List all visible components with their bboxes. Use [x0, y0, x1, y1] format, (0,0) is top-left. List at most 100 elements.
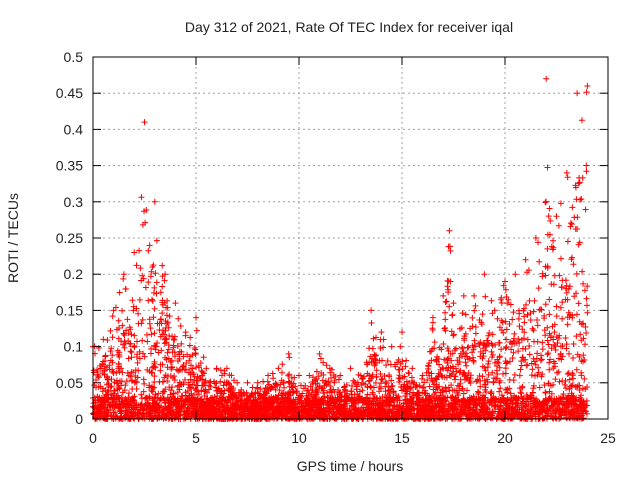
- data-point: [436, 361, 443, 368]
- data-point: [542, 389, 549, 396]
- data-point: [472, 341, 479, 348]
- data-point: [498, 299, 505, 306]
- y-tick-label: 0.05: [56, 375, 83, 391]
- data-point: [569, 375, 576, 382]
- data-point: [281, 384, 288, 391]
- data-point: [373, 394, 380, 401]
- data-point: [108, 376, 115, 383]
- data-point: [519, 383, 526, 390]
- data-point: [419, 375, 426, 382]
- data-point: [335, 376, 342, 383]
- data-point: [471, 307, 478, 314]
- data-point: [583, 330, 590, 337]
- data-point: [101, 367, 108, 374]
- data-point: [573, 270, 580, 277]
- data-point: [159, 310, 166, 317]
- data-point: [545, 380, 552, 387]
- data-point: [264, 378, 271, 385]
- data-point: [544, 351, 551, 358]
- y-tick-label: 0.2: [64, 266, 84, 282]
- data-point: [554, 339, 561, 346]
- data-point: [557, 343, 564, 350]
- data-point: [442, 299, 449, 306]
- data-point: [115, 392, 122, 399]
- data-point: [249, 384, 256, 391]
- data-point: [109, 334, 116, 341]
- data-point: [534, 317, 541, 324]
- data-point: [542, 301, 549, 308]
- data-point: [332, 373, 339, 380]
- data-point: [477, 339, 484, 346]
- data-point: [136, 348, 143, 355]
- data-point: [122, 285, 129, 292]
- x-tick-label: 25: [600, 430, 616, 446]
- data-point: [109, 313, 116, 320]
- data-point: [560, 391, 567, 398]
- data-point: [492, 341, 499, 348]
- data-point: [562, 334, 569, 341]
- data-point: [559, 299, 566, 306]
- data-point: [455, 361, 462, 368]
- data-point: [180, 353, 187, 360]
- data-point: [446, 227, 453, 234]
- data-point: [581, 357, 588, 364]
- data-point: [528, 372, 535, 379]
- data-point: [496, 354, 503, 361]
- data-series-roti: [90, 75, 591, 422]
- data-point: [168, 387, 175, 394]
- data-point: [120, 275, 127, 282]
- data-point: [347, 365, 354, 372]
- data-point: [566, 386, 573, 393]
- data-point: [469, 342, 476, 349]
- data-point: [557, 200, 564, 207]
- y-tick-label: 0.45: [56, 85, 83, 101]
- data-point: [545, 341, 552, 348]
- data-point: [498, 392, 505, 399]
- data-point: [152, 270, 159, 277]
- data-point: [575, 300, 582, 307]
- data-point: [463, 350, 470, 357]
- data-point: [488, 348, 495, 355]
- data-point: [131, 344, 138, 351]
- data-point: [581, 375, 588, 382]
- data-point: [174, 343, 181, 350]
- data-point: [346, 406, 353, 413]
- data-point: [105, 387, 112, 394]
- data-point: [583, 162, 590, 169]
- data-point: [583, 168, 590, 175]
- data-point: [426, 383, 433, 390]
- data-point: [377, 370, 384, 377]
- data-point: [172, 353, 179, 360]
- data-point: [530, 327, 537, 334]
- data-point: [535, 369, 542, 376]
- data-point: [558, 255, 565, 262]
- data-point: [517, 366, 524, 373]
- data-point: [174, 389, 181, 396]
- data-point: [584, 309, 591, 316]
- data-point: [502, 370, 509, 377]
- data-point: [119, 369, 126, 376]
- data-point: [496, 388, 503, 395]
- data-point: [556, 378, 563, 385]
- data-point: [485, 332, 492, 339]
- data-point: [479, 311, 486, 318]
- data-point: [195, 364, 202, 371]
- data-point: [557, 304, 564, 311]
- data-point: [538, 356, 545, 363]
- data-point: [496, 339, 503, 346]
- data-point: [471, 337, 478, 344]
- data-point: [481, 271, 488, 278]
- data-point: [515, 348, 522, 355]
- data-point: [573, 366, 580, 373]
- data-point: [436, 344, 443, 351]
- data-point: [555, 222, 562, 229]
- y-tick-label: 0.15: [56, 302, 83, 318]
- data-point: [583, 89, 590, 96]
- data-point: [189, 381, 196, 388]
- data-point: [157, 316, 164, 323]
- data-point: [178, 393, 185, 400]
- data-point: [254, 379, 261, 386]
- y-tick-label: 0.35: [56, 158, 83, 174]
- data-point: [110, 370, 117, 377]
